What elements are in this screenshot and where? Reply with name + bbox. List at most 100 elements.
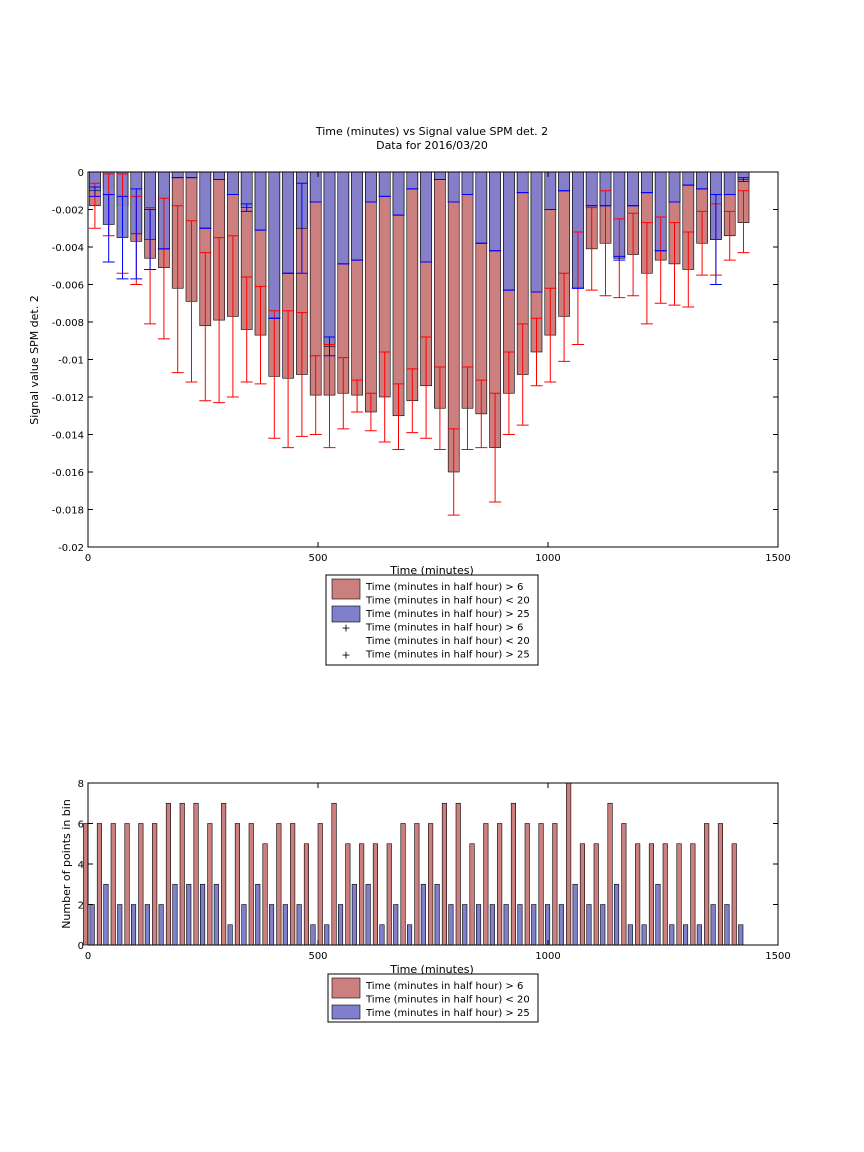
count-bar xyxy=(676,843,682,946)
bar xyxy=(585,171,598,207)
count-bar xyxy=(152,823,158,946)
legend: Time (minutes in half hour) > 6 Time (min… xyxy=(325,574,539,666)
count-bar xyxy=(544,904,551,946)
count-bar xyxy=(165,802,171,946)
count-bar xyxy=(510,802,517,946)
count-bar xyxy=(669,924,675,946)
series-a-bars xyxy=(89,171,750,473)
y-tick-label: 2 xyxy=(78,901,84,912)
count-bar xyxy=(635,843,641,946)
series-b-errorbars xyxy=(88,171,778,357)
x-tick-label: 1500 xyxy=(765,951,790,962)
bar xyxy=(558,171,570,192)
bar xyxy=(227,171,239,195)
legend-label: Time (minutes in half hour) < 20 xyxy=(365,596,530,607)
x-axis-ticks: 0 500 1000 1500 xyxy=(85,172,791,564)
series-b-count-bars xyxy=(89,883,744,946)
legend-swatch xyxy=(331,605,361,623)
bar xyxy=(516,171,529,193)
count-bar xyxy=(517,904,523,946)
legend-label: Time (minutes in half hour) < 20 xyxy=(365,636,530,647)
bar xyxy=(434,171,446,180)
y-tick-label: -0.002 xyxy=(52,206,84,217)
legend-label: Time (minutes in half hour) > 6 xyxy=(365,981,523,992)
count-bar xyxy=(268,904,275,946)
count-bar xyxy=(627,924,633,946)
count-bar xyxy=(489,904,495,946)
count-bar xyxy=(255,883,261,946)
x-axis-label: Time (minutes) xyxy=(389,963,474,976)
count-bar xyxy=(207,823,213,946)
bar xyxy=(544,171,557,210)
bar xyxy=(420,171,432,263)
x-tick-label: 1000 xyxy=(535,951,560,962)
x-tick-label: 500 xyxy=(308,553,327,564)
count-bar xyxy=(172,883,178,946)
y-tick-label: -0.006 xyxy=(52,281,84,292)
legend-box xyxy=(327,973,539,1023)
bar xyxy=(254,171,267,231)
legend-swatch xyxy=(331,1004,361,1020)
bar xyxy=(530,171,543,293)
count-bar xyxy=(503,904,509,946)
bar xyxy=(447,171,460,473)
count-bar xyxy=(586,904,592,946)
legend-swatch xyxy=(331,977,361,999)
bar xyxy=(268,171,281,319)
y-axis-ticks: 0 2 4 6 8 xyxy=(78,779,778,952)
legend-swatch xyxy=(331,578,361,600)
count-bar xyxy=(538,823,544,946)
count-bar xyxy=(241,904,247,946)
count-bar xyxy=(710,904,716,946)
count-bar xyxy=(296,904,302,946)
y-tick-label: 4 xyxy=(78,860,84,871)
bar xyxy=(337,171,350,265)
legend-marker-plus: + xyxy=(341,649,350,662)
count-bar xyxy=(469,843,475,946)
count-bar xyxy=(497,823,503,946)
count-bar xyxy=(324,924,330,946)
y-tick-label: -0.014 xyxy=(52,431,84,442)
bar xyxy=(185,171,198,178)
bar xyxy=(378,171,391,197)
y-tick-label: 0 xyxy=(78,941,84,952)
x-tick-label: 500 xyxy=(308,951,327,962)
count-bar xyxy=(607,802,613,946)
legend-marker-plus: + xyxy=(341,622,350,635)
count-bar xyxy=(213,883,219,946)
count-bar xyxy=(441,802,448,946)
bar xyxy=(323,171,336,347)
count-bar xyxy=(738,924,744,946)
count-bar xyxy=(359,843,365,946)
count-bar xyxy=(96,823,102,946)
y-tick-label: -0.008 xyxy=(52,318,84,329)
count-bar xyxy=(662,843,668,946)
bar xyxy=(503,171,515,291)
count-bar xyxy=(89,904,95,946)
bar xyxy=(309,171,322,203)
count-bar xyxy=(144,904,150,946)
y-axis-ticks: 0 -0.002 -0.004 -0.006 -0.008 -0.01 -0.012 -0.0… xyxy=(52,168,778,554)
bar xyxy=(489,171,501,252)
signal-chart: Time (minutes) vs Signal value SPM det. … xyxy=(28,125,791,666)
count-bar xyxy=(648,843,655,946)
bar xyxy=(696,171,708,190)
count-bar xyxy=(531,904,537,946)
count-bar xyxy=(200,883,206,946)
bar xyxy=(668,171,681,203)
legend-label: Time (minutes in half hour) > 25 xyxy=(365,1008,530,1019)
bar xyxy=(282,171,294,274)
count-bar xyxy=(386,843,392,946)
count-bar xyxy=(110,823,116,946)
y-axis-label: Number of points in bin xyxy=(60,799,73,929)
count-bar xyxy=(331,802,337,946)
count-bar xyxy=(593,843,599,946)
bar xyxy=(199,171,212,229)
count-bar xyxy=(428,823,434,946)
bar xyxy=(682,171,695,186)
bar xyxy=(171,171,184,178)
y-tick-label: -0.004 xyxy=(52,243,84,254)
count-bar xyxy=(655,883,661,946)
count-bar xyxy=(434,883,440,946)
